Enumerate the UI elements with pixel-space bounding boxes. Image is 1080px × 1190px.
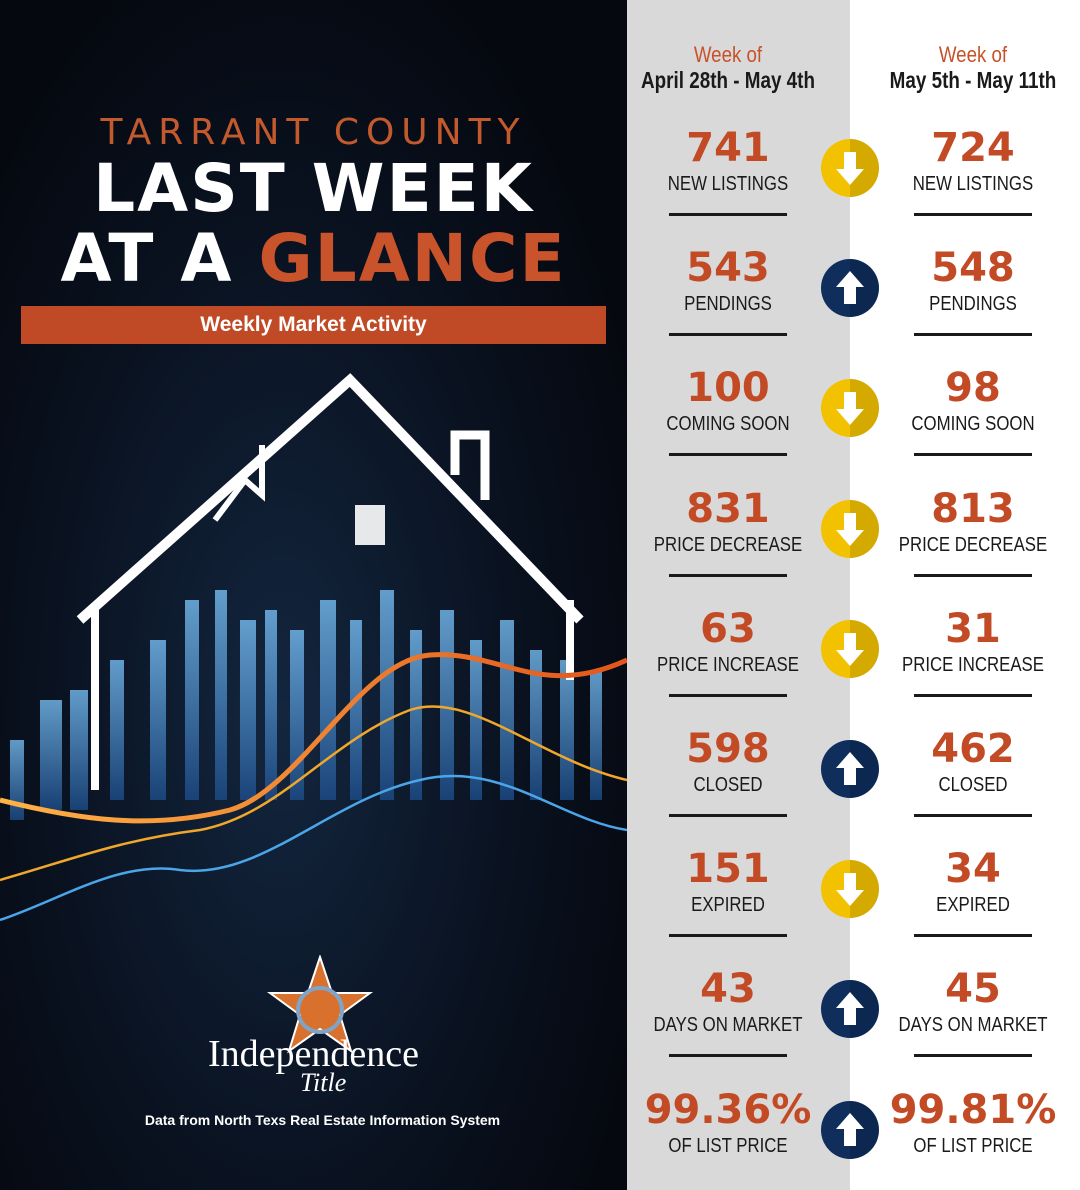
arrow-up-icon <box>821 980 879 1038</box>
metric-label: EXPIRED <box>936 894 1010 916</box>
row-divider <box>669 814 787 817</box>
metric-value: 63 <box>700 606 756 652</box>
metric-cell-week1: 543 PENDINGS <box>608 248 848 314</box>
week-1-range: April 28th - May 4th <box>641 67 815 94</box>
metric-value: 43 <box>700 966 756 1012</box>
county-eyebrow: TARRANT COUNTY <box>100 112 527 153</box>
arrow-up-icon <box>821 740 879 798</box>
metric-label: COMING SOON <box>666 413 790 435</box>
row-divider <box>914 213 1032 216</box>
week-2-header: Week of May 5th - May 11th <box>853 42 1080 94</box>
metric-value: 543 <box>686 245 770 291</box>
metric-cell-week2: 31 PRICE INCREASE <box>853 609 1080 675</box>
metric-label: PRICE DECREASE <box>653 534 803 556</box>
metric-value: 548 <box>931 245 1015 291</box>
arrow-down-icon <box>821 379 879 437</box>
arrow-up-icon <box>821 259 879 317</box>
row-divider <box>914 694 1032 697</box>
brand-subtitle: Title <box>300 1068 347 1097</box>
metric-value: 741 <box>686 125 770 171</box>
row-divider <box>669 574 787 577</box>
metric-label: PRICE INCREASE <box>657 654 799 676</box>
hero-panel: TARRANT COUNTY LAST WEEK AT A GLANCE Wee… <box>0 0 627 1190</box>
metric-value: 151 <box>686 846 770 892</box>
row-divider <box>669 694 787 697</box>
metric-label: EXPIRED <box>691 894 765 916</box>
row-divider <box>914 814 1032 817</box>
metric-label: CLOSED <box>938 774 1008 796</box>
metric-value: 31 <box>945 606 1001 652</box>
metric-value: 100 <box>686 365 770 411</box>
metric-cell-week1: 598 CLOSED <box>608 729 848 795</box>
data-source-note: Data from North Texs Real Estate Informa… <box>144 1112 501 1128</box>
row-divider <box>914 1054 1032 1057</box>
metric-cell-week1: 831 PRICE DECREASE <box>608 489 848 555</box>
metric-value: 724 <box>931 125 1015 171</box>
metric-value: 598 <box>686 726 770 772</box>
metric-cell-week1: 741 NEW LISTINGS <box>608 128 848 194</box>
metric-value: 99.36% <box>644 1087 812 1133</box>
arrow-down-icon <box>821 620 879 678</box>
metric-cell-week1: 151 EXPIRED <box>608 849 848 915</box>
headline-line-1: LAST WEEK <box>93 150 534 227</box>
row-divider <box>669 333 787 336</box>
metric-label: NEW LISTINGS <box>912 173 1034 195</box>
brand-name: Independence <box>208 1033 419 1075</box>
metric-cell-week2: 45 DAYS ON MARKET <box>853 969 1080 1035</box>
row-divider <box>669 453 787 456</box>
week-2-column <box>850 0 1080 1190</box>
arrow-up-icon <box>821 1101 879 1159</box>
metric-cell-week2: 813 PRICE DECREASE <box>853 489 1080 555</box>
week-1-column <box>627 0 850 1190</box>
metric-value: 98 <box>945 365 1001 411</box>
metric-label: PRICE DECREASE <box>898 534 1048 556</box>
metric-label: PRICE INCREASE <box>902 654 1044 676</box>
arrow-down-icon <box>821 500 879 558</box>
metric-value: 831 <box>686 486 770 532</box>
metric-cell-week1: 100 COMING SOON <box>608 368 848 434</box>
row-divider <box>914 453 1032 456</box>
week-1-header: Week of April 28th - May 4th <box>608 42 848 94</box>
row-divider <box>669 934 787 937</box>
metric-label: COMING SOON <box>911 413 1035 435</box>
metric-cell-week2: 34 EXPIRED <box>853 849 1080 915</box>
arrow-down-icon <box>821 139 879 197</box>
metric-label: NEW LISTINGS <box>667 173 789 195</box>
metric-value: 462 <box>931 726 1015 772</box>
metric-cell-week2: 99.81% OF LIST PRICE <box>853 1090 1080 1156</box>
metric-cell-week2: 548 PENDINGS <box>853 248 1080 314</box>
row-divider <box>669 213 787 216</box>
metric-label: PENDINGS <box>684 293 772 315</box>
metric-label: PENDINGS <box>929 293 1017 315</box>
row-divider <box>914 333 1032 336</box>
headline-prefix: AT A <box>60 220 259 297</box>
metric-value: 45 <box>945 966 1001 1012</box>
metric-cell-week2: 98 COMING SOON <box>853 368 1080 434</box>
metric-cell-week2: 462 CLOSED <box>853 729 1080 795</box>
metric-cell-week1: 63 PRICE INCREASE <box>608 609 848 675</box>
section-banner: Weekly Market Activity <box>21 306 606 344</box>
row-divider <box>914 574 1032 577</box>
metric-label: OF LIST PRICE <box>913 1135 1033 1157</box>
row-divider <box>669 1054 787 1057</box>
headline-accent: GLANCE <box>258 220 567 297</box>
row-divider <box>914 934 1032 937</box>
metric-cell-week2: 724 NEW LISTINGS <box>853 128 1080 194</box>
arrow-down-icon <box>821 860 879 918</box>
metric-value: 99.81% <box>889 1087 1057 1133</box>
metric-cell-week1: 43 DAYS ON MARKET <box>608 969 848 1035</box>
metric-label: CLOSED <box>693 774 763 796</box>
metric-label: DAYS ON MARKET <box>653 1014 803 1036</box>
house-illustration <box>0 373 627 922</box>
independence-title-star-logo <box>266 955 374 1054</box>
week-1-label: Week of <box>693 42 763 67</box>
metric-cell-week1: 99.36% OF LIST PRICE <box>608 1090 848 1156</box>
headline-line-2: AT A GLANCE <box>0 226 627 292</box>
metric-value: 34 <box>945 846 1001 892</box>
metric-label: OF LIST PRICE <box>668 1135 788 1157</box>
metric-label: DAYS ON MARKET <box>898 1014 1048 1036</box>
metric-value: 813 <box>931 486 1015 532</box>
week-2-label: Week of <box>938 42 1008 67</box>
week-2-range: May 5th - May 11th <box>889 67 1057 94</box>
